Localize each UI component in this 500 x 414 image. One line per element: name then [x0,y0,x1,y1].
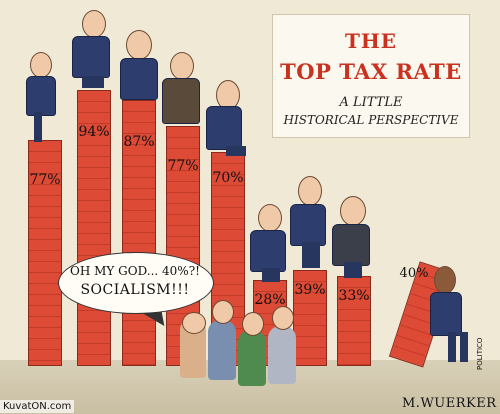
bar-2 [77,90,111,366]
bar-label-6: 28% [254,292,286,308]
bar-label-2: 94% [78,124,110,140]
subtitle-line-2: HISTORICAL PERSPECTIVE [283,113,459,127]
bar-label-5: 70% [212,170,244,186]
bar-label-7: 39% [294,282,326,298]
subtitle-line-1: A LITTLE [339,95,403,110]
bar-3 [122,100,156,366]
bar-8 [337,276,371,366]
title-line-1: THE [344,29,398,53]
falling-bar-label: 40% [399,266,429,281]
speech-line-2: SOCIALISM!!! [80,282,190,298]
bar-label-1: 77% [29,172,61,188]
title-box: THE TOP TAX RATE A LITTLE HISTORICAL PER… [272,14,470,138]
bar-label-4: 77% [167,158,199,174]
bar-1 [28,140,62,366]
speech-line-1: OH MY GOD... 40%?! [70,264,200,278]
publisher-mark: POLITICO [476,337,484,370]
speech-bubble [58,252,214,314]
watermark: KuvatON.com [0,400,75,413]
bar-label-3: 87% [123,134,155,150]
bar-label-8: 33% [338,288,370,304]
artist-signature: M.WUERKER [402,396,497,411]
title-line-2: TOP TAX RATE [280,59,462,84]
